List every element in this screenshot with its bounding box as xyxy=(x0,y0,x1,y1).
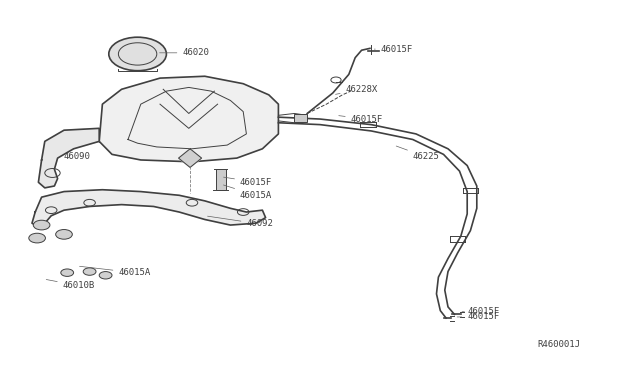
Text: 46015F: 46015F xyxy=(457,312,499,321)
Text: 46015F: 46015F xyxy=(223,177,272,187)
Circle shape xyxy=(99,272,112,279)
Text: 46092: 46092 xyxy=(207,216,273,228)
Text: 46225: 46225 xyxy=(396,146,440,161)
Text: 46228X: 46228X xyxy=(335,85,378,94)
Bar xyxy=(294,114,307,122)
Text: R460001J: R460001J xyxy=(538,340,580,349)
Polygon shape xyxy=(38,128,99,188)
Circle shape xyxy=(33,220,50,230)
Text: 46020: 46020 xyxy=(159,48,209,57)
Text: 46010B: 46010B xyxy=(46,279,95,290)
Text: 46015F: 46015F xyxy=(339,115,383,124)
Polygon shape xyxy=(32,190,266,227)
Circle shape xyxy=(61,269,74,276)
Text: 46090: 46090 xyxy=(64,152,91,161)
Circle shape xyxy=(109,37,166,71)
Polygon shape xyxy=(179,149,202,167)
Circle shape xyxy=(56,230,72,239)
Text: 46015A: 46015A xyxy=(79,266,150,277)
Text: 46015F: 46015F xyxy=(374,45,413,54)
Circle shape xyxy=(29,233,45,243)
Bar xyxy=(216,169,226,190)
Text: 46015A: 46015A xyxy=(223,185,272,200)
Circle shape xyxy=(83,268,96,275)
Polygon shape xyxy=(99,76,278,162)
Text: 46015F: 46015F xyxy=(462,307,499,316)
